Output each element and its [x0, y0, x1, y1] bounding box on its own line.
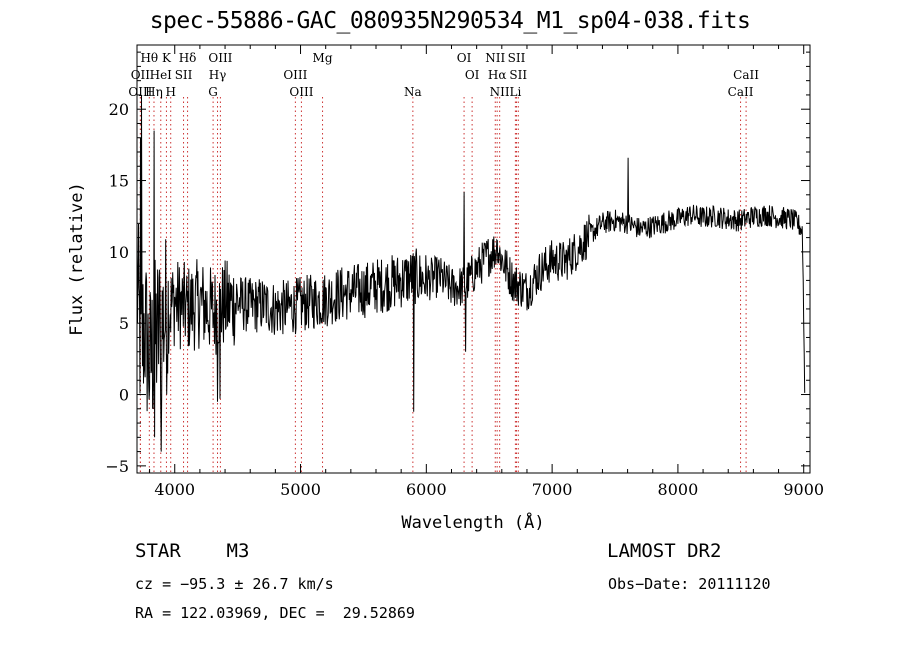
x-tick-label: 8000: [658, 480, 699, 499]
y-tick-label: 20: [109, 100, 129, 119]
line-label: OIII: [289, 85, 313, 99]
y-tick-label: 5: [119, 314, 129, 333]
plot-frame: [136, 44, 811, 474]
line-label: CaII: [733, 68, 759, 82]
y-tick-label: −5: [105, 457, 129, 476]
line-label: OI: [457, 51, 472, 65]
line-label: Hη: [145, 85, 163, 99]
line-label: OIII: [208, 51, 232, 65]
line-label: SII: [508, 51, 526, 65]
line-label: G: [208, 85, 218, 99]
observation-date: Obs−Date: 20111120: [608, 575, 771, 593]
line-label: Hα: [488, 68, 507, 82]
line-label: NII: [485, 51, 505, 65]
y-tick-label: 0: [119, 386, 129, 405]
y-axis: −5 0 5 10 15 20: [105, 51, 810, 476]
line-label: OII: [131, 68, 151, 82]
object-class: STAR M3: [135, 540, 250, 562]
chart-title: spec-55886-GAC_080935N290534_M1_sp04-038…: [149, 8, 751, 34]
x-axis-label: Wavelength (Å): [401, 511, 544, 533]
line-label: SII: [509, 68, 527, 82]
line-label: OIII: [283, 68, 307, 82]
line-label: K: [162, 51, 172, 65]
y-axis-label: Flux (relative): [67, 182, 87, 336]
line-label: Na: [404, 85, 422, 99]
line-label: Hδ: [179, 51, 197, 65]
line-label: HeI: [150, 68, 173, 82]
coordinates-radec: RA = 122.03969, DEC = 29.52869: [135, 604, 415, 622]
line-label: H: [165, 85, 175, 99]
line-label: SII: [175, 68, 193, 82]
line-label: OI: [465, 68, 480, 82]
line-label: NII: [490, 85, 510, 99]
survey-name: LAMOST DR2: [607, 540, 722, 562]
redshift-cz: cz = −95.3 ± 26.7 km/s: [135, 575, 334, 593]
line-label: CaII: [728, 85, 754, 99]
flux-line: [136, 94, 806, 452]
line-label: OIII: [128, 85, 152, 99]
x-tick-label: 5000: [280, 480, 321, 499]
line-label: Li: [509, 85, 521, 99]
line-label: Hγ: [209, 68, 227, 82]
x-axis: 4000 5000 6000 7000 8000 9000: [149, 45, 824, 499]
y-tick-label: 10: [109, 243, 129, 262]
y-tick-label: 15: [109, 172, 129, 191]
line-label: Hθ: [140, 51, 158, 65]
x-tick-label: 9000: [783, 480, 824, 499]
x-tick-label: 4000: [154, 480, 195, 499]
x-tick-label: 6000: [406, 480, 447, 499]
x-tick-label: 7000: [532, 480, 573, 499]
line-label: Mg: [313, 51, 333, 65]
